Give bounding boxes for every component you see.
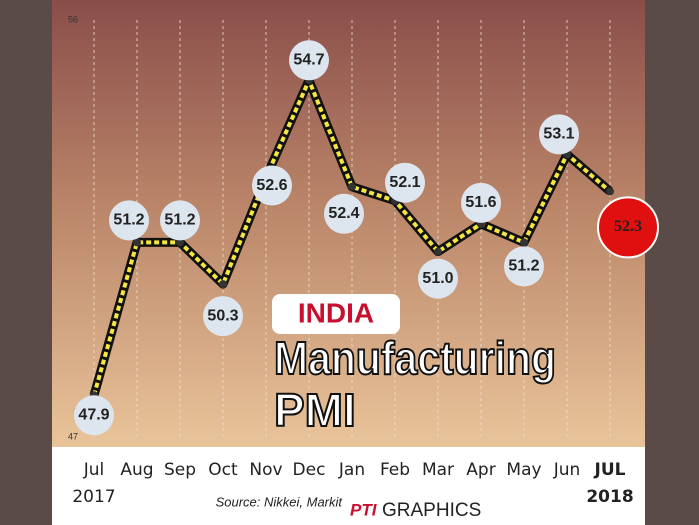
logo: PTI [350, 500, 378, 519]
y-tick-label: 56 [68, 14, 78, 24]
label-bubble [385, 162, 425, 203]
value-label: 50.3 [207, 307, 238, 324]
year-label: 2018 [586, 487, 633, 507]
grid: 47 56 [68, 14, 611, 441]
title-line: PMI [274, 384, 356, 436]
point [520, 238, 528, 247]
label-bubble [324, 193, 364, 234]
x-tick-label: Jun [553, 460, 581, 480]
value-label: 51.2 [508, 258, 539, 275]
value-label: 52.4 [328, 205, 359, 222]
x-tick-label: Aug [120, 460, 153, 480]
point [606, 187, 614, 196]
label-bubble [461, 182, 501, 223]
tag: INDIA [298, 297, 374, 328]
value-label: 47.9 [78, 407, 109, 424]
label-bubble [597, 196, 659, 259]
value-label: 54.7 [293, 51, 324, 68]
x-tick-label: Jan [338, 460, 365, 480]
source: Source: Nikkei, Markit [216, 494, 344, 509]
value-label: 53.1 [543, 126, 574, 143]
x-tick-label: Oct [208, 460, 238, 480]
x-tick-label: Apr [466, 460, 495, 480]
x-tick-label: JUL [594, 460, 626, 480]
value-label: 51.2 [164, 212, 195, 229]
label-bubble [418, 258, 458, 299]
x-tick-label: Mar [422, 460, 454, 480]
value-label: 52.3 [614, 218, 642, 235]
value-label: 52.1 [389, 174, 420, 191]
title-line: Manufacturing [274, 332, 556, 384]
value-label: 51.0 [422, 270, 453, 287]
x-tick-label: Nov [249, 460, 282, 480]
point [133, 238, 141, 247]
marks: Jul Aug Sep Oct Nov Dec Jan Feb Mar Apr May Jun JUL 4… [74, 40, 659, 480]
x-tick-label: Jul [83, 460, 105, 480]
label-bubble [252, 165, 292, 206]
point [219, 280, 227, 289]
point [434, 247, 442, 256]
x-tick-label: Sep [164, 460, 196, 480]
label-bubble [109, 200, 149, 241]
label-area [52, 447, 645, 525]
label-bubble [160, 200, 200, 241]
value-label: 51.6 [465, 194, 496, 211]
value-label: 51.2 [113, 212, 144, 229]
value-label: 52.6 [256, 177, 287, 194]
label-bubble [539, 114, 579, 155]
label-bubble [74, 395, 114, 436]
point [176, 238, 184, 247]
year-label: 2017 [72, 487, 115, 507]
x-tick-label: Dec [293, 460, 326, 480]
label-bubble [203, 296, 243, 337]
label-bubble [504, 246, 544, 287]
label-bubble [289, 40, 329, 81]
x-tick-label: Feb [380, 460, 410, 480]
x-tick-label: May [506, 460, 541, 480]
credit: GRAPHICS [382, 500, 481, 521]
tag-box [272, 294, 400, 334]
point [348, 182, 356, 191]
y-tick-label: 47 [68, 431, 78, 441]
